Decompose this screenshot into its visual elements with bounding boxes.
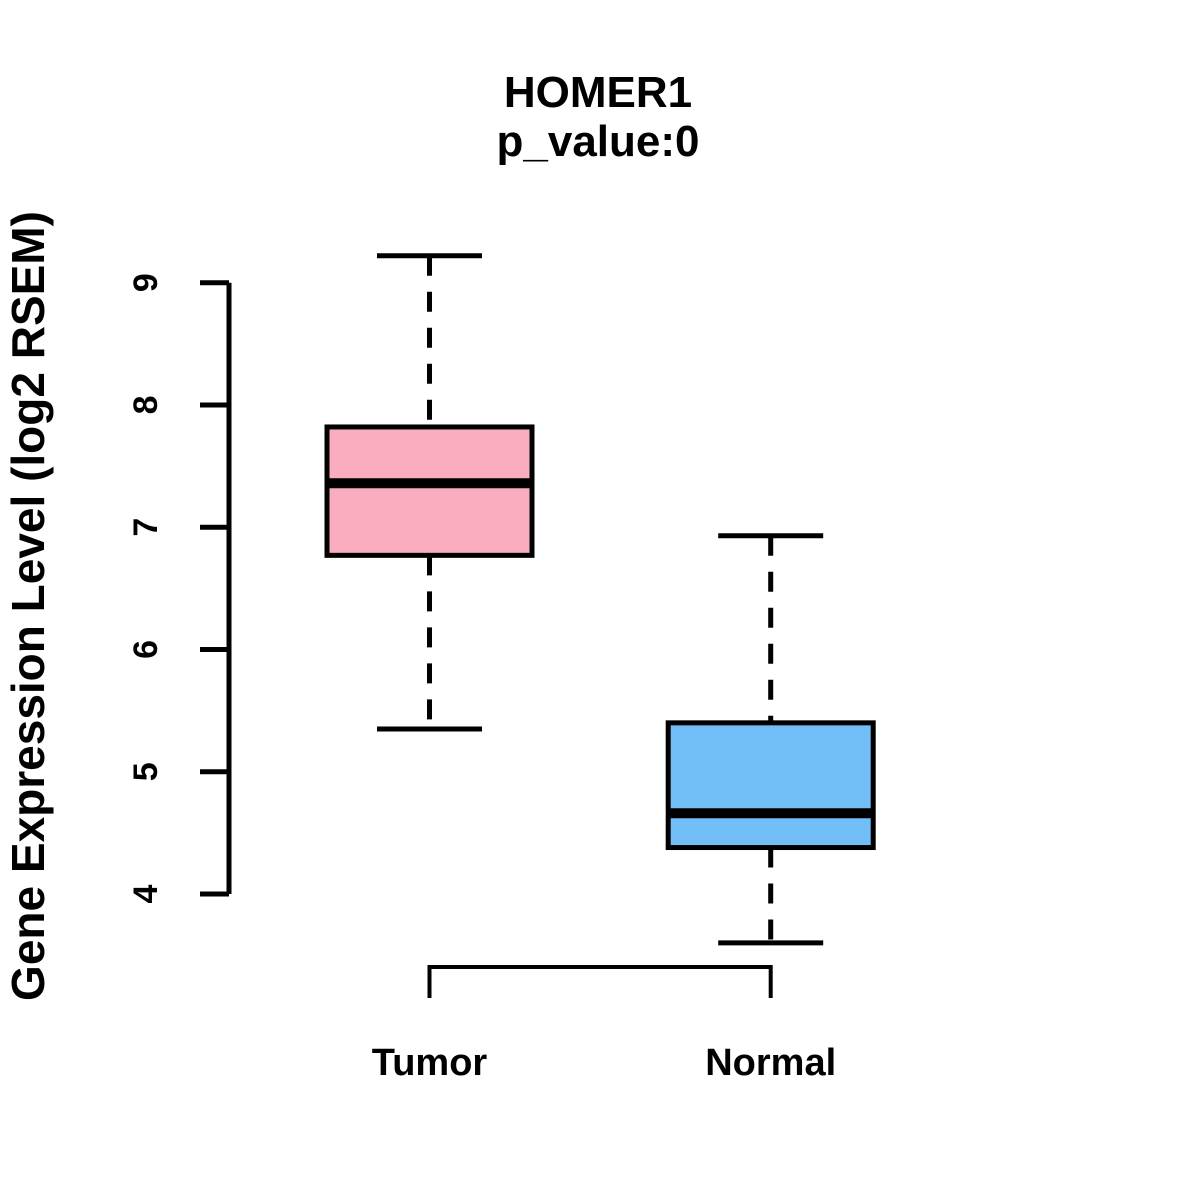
x-axis-labels: Tumor Normal (372, 1042, 836, 1084)
y-tick-label: 9 (127, 273, 165, 292)
y-tick-label: 6 (127, 640, 165, 659)
box-group-tumor (324, 253, 535, 732)
comparison-bracket (427, 965, 773, 998)
y-tick-label: 7 (127, 518, 165, 537)
y-tick-label: 8 (127, 395, 165, 414)
y-tick-label: 5 (127, 762, 165, 781)
category-label-normal: Normal (705, 1042, 836, 1084)
iqr-box (665, 720, 876, 851)
iqr-box (324, 424, 535, 558)
chart-subtitle: p_value:0 (497, 117, 700, 166)
boxes (324, 253, 876, 946)
y-axis: 4 5 6 7 8 9 (127, 273, 232, 903)
y-tick-label: 4 (127, 884, 165, 903)
y-axis-label: Gene Expression Level (log2 RSEM) (2, 211, 54, 1001)
box-group-normal (665, 533, 876, 946)
category-label-tumor: Tumor (372, 1042, 488, 1084)
chart-title: HOMER1 (504, 68, 692, 117)
bracket-path (427, 965, 773, 998)
